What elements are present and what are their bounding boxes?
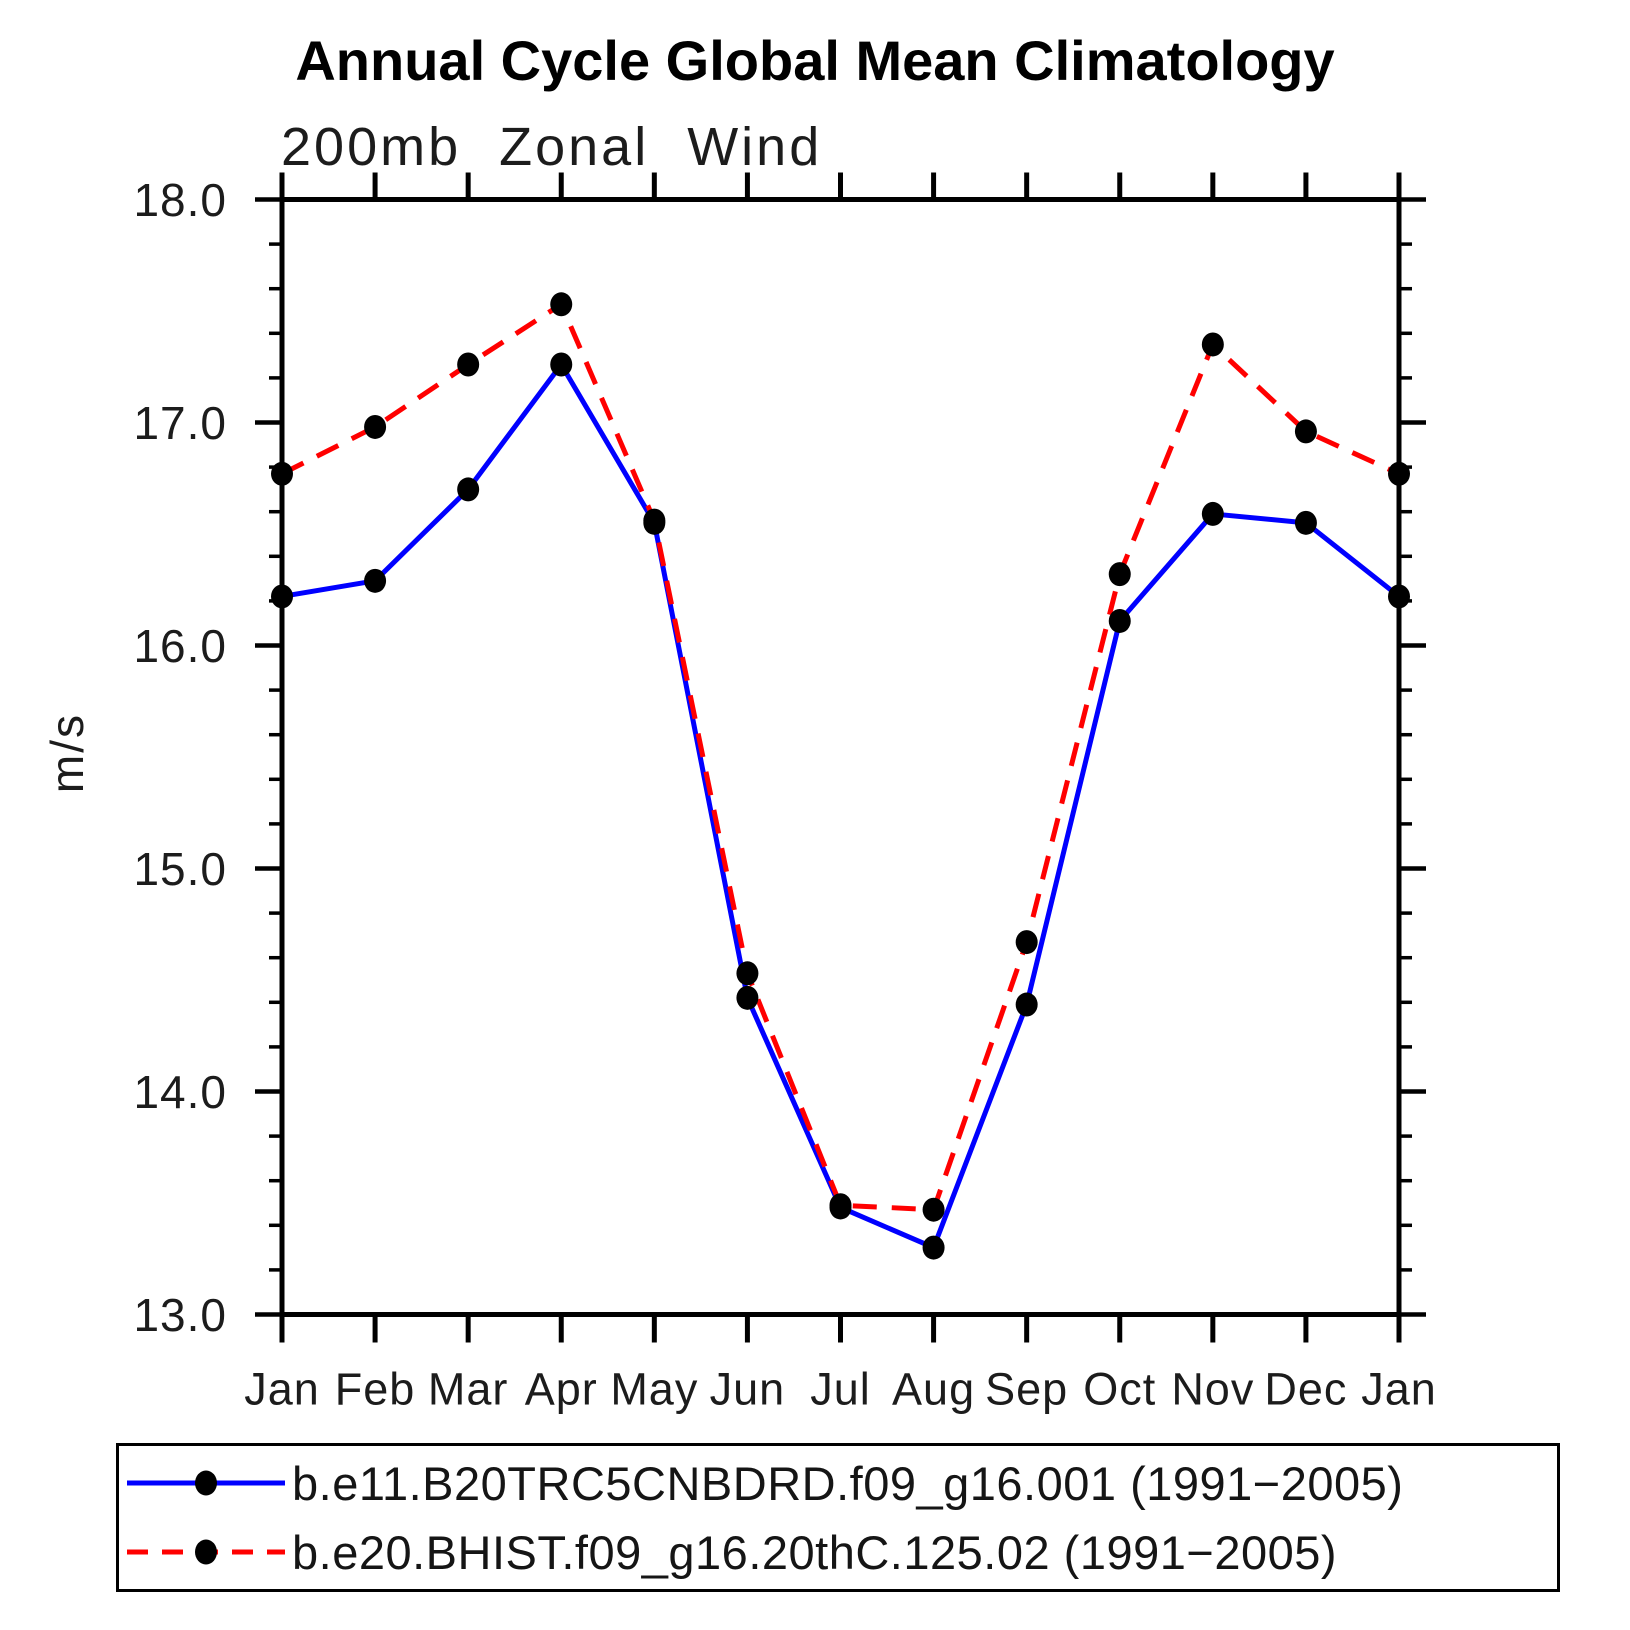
- data-point-marker-1: [1388, 461, 1410, 486]
- data-point-marker-1: [271, 461, 293, 486]
- data-point-marker-1: [829, 1193, 852, 1218]
- data-point-marker-0: [271, 584, 293, 609]
- data-point-marker-0: [1015, 992, 1038, 1017]
- x-tick-label: Apr: [525, 1364, 598, 1415]
- legend-label: b.e11.B20TRC5CNBDRD.f09_g16.001 (1991−20…: [292, 1456, 1404, 1510]
- legend-line-sample-solid: [127, 1470, 285, 1496]
- x-tick-label: Aug: [892, 1364, 975, 1415]
- data-point-marker-0: [736, 985, 759, 1010]
- data-point-marker-0: [364, 568, 387, 593]
- data-point-marker-1: [1108, 562, 1131, 587]
- y-tick-label: 15.0: [133, 843, 227, 895]
- x-tick-label: May: [610, 1364, 698, 1415]
- y-axis-label: m/s: [41, 713, 93, 793]
- data-point-marker-0: [1388, 584, 1410, 609]
- data-point-marker-1: [1294, 419, 1317, 444]
- chart-subtitle: 200mb Zonal Wind: [281, 117, 822, 177]
- x-tick-label: Nov: [1171, 1364, 1254, 1415]
- y-tick-label: 16.0: [133, 620, 227, 672]
- legend-line-sample-dashed: [127, 1539, 285, 1565]
- page-title: Annual Cycle Global Mean Climatology: [295, 29, 1334, 92]
- x-tick-label: Jul: [810, 1364, 871, 1415]
- legend-label: b.e20.BHIST.f09_g16.20thC.125.02 (1991−2…: [292, 1525, 1338, 1579]
- y-tick-label: 13.0: [133, 1289, 227, 1341]
- x-tick-label: Dec: [1264, 1364, 1347, 1415]
- legend-entry-blue: b.e11.B20TRC5CNBDRD.f09_g16.001 (1991−20…: [123, 1457, 1403, 1510]
- x-tick-label: Oct: [1083, 1364, 1156, 1415]
- data-point-marker-0: [1108, 608, 1131, 633]
- x-tick-label: Feb: [335, 1364, 416, 1415]
- data-point-marker-0: [457, 477, 480, 502]
- data-point-marker-1: [550, 292, 573, 317]
- data-point-marker-0: [922, 1235, 945, 1260]
- data-point-marker-1: [1015, 930, 1038, 955]
- data-point-marker-1: [643, 508, 666, 533]
- legend-entry-red: b.e20.BHIST.f09_g16.20thC.125.02 (1991−2…: [123, 1526, 1337, 1579]
- plot-frame: [279, 197, 1402, 1317]
- data-point-marker-1: [457, 352, 480, 377]
- data-point-marker-1: [1201, 332, 1224, 357]
- data-point-marker-1: [364, 414, 387, 439]
- data-point-marker-0: [550, 352, 573, 377]
- series-line-1: [280, 301, 1401, 1213]
- legend: b.e11.B20TRC5CNBDRD.f09_g16.001 (1991−20…: [116, 1443, 1560, 1592]
- x-tick-label: Mar: [428, 1364, 509, 1415]
- data-point-marker-0: [1294, 510, 1317, 535]
- x-tick-label: Jan: [1361, 1364, 1437, 1415]
- x-tick-label: Jan: [244, 1364, 320, 1415]
- y-tick-label: 14.0: [133, 1066, 227, 1118]
- data-point-marker-0: [1201, 501, 1224, 526]
- y-tick-label: 17.0: [133, 397, 227, 449]
- series-line-0: [281, 362, 1401, 1251]
- y-tick-label: 18.0: [133, 174, 227, 226]
- x-tick-label: Sep: [985, 1364, 1068, 1415]
- data-point-marker-1: [736, 961, 759, 986]
- x-tick-label: Jun: [710, 1364, 786, 1415]
- data-point-marker-1: [922, 1197, 945, 1222]
